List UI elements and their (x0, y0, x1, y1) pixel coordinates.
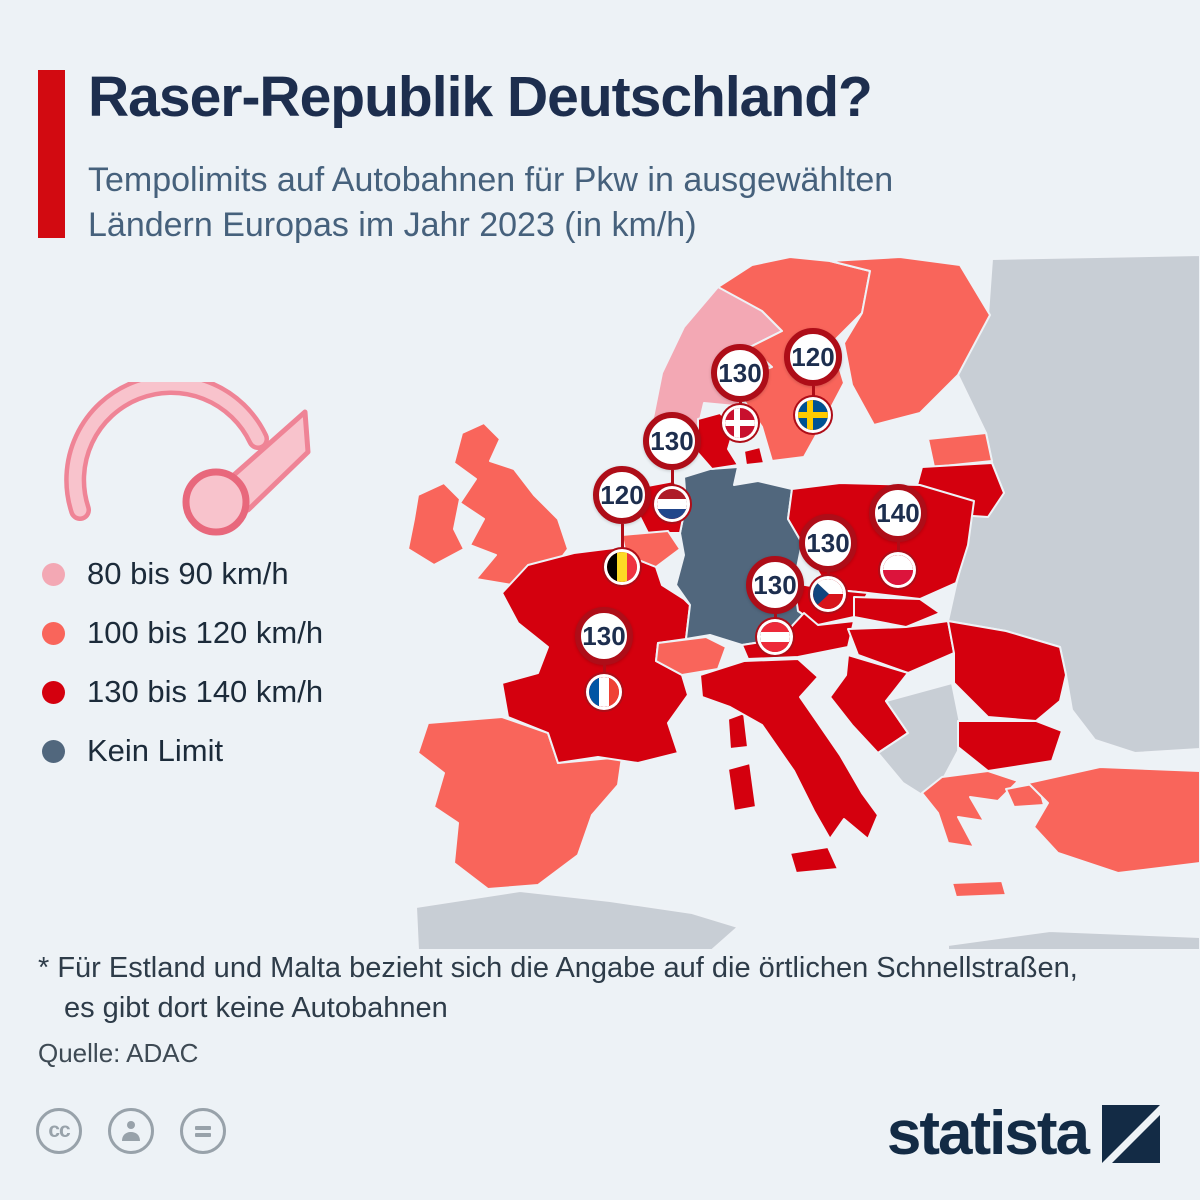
czechia-flag-icon (813, 579, 843, 609)
legend-item-130-140: 130 bis 140 km/h (42, 674, 323, 710)
speed-badge-netherlands: 130 (643, 412, 701, 519)
legend-dot-pink (42, 562, 65, 586)
map-region-north-africa-east (947, 930, 1200, 951)
map-region-slovakia (853, 596, 941, 628)
speed-value: 130 (746, 556, 804, 614)
map-region-crete (951, 880, 1007, 898)
badge-connector (670, 470, 674, 489)
netherlands-flag-icon (657, 489, 687, 519)
speed-value: 130 (575, 607, 633, 665)
badge-connector (773, 614, 777, 622)
footnote-line-1: * Für Estland und Malta bezieht sich die… (38, 952, 1078, 984)
poland-flag-icon (883, 555, 913, 585)
legend-label: 100 bis 120 km/h (87, 615, 324, 650)
speed-badge-poland: 140 (869, 484, 927, 585)
speed-value: 140 (869, 484, 927, 542)
sweden-flag-icon (798, 400, 828, 430)
badge-connector (826, 572, 830, 579)
page-subtitle: Tempolimits auf Autobahnen für Pkw in au… (88, 158, 893, 248)
map-region-switzerland (655, 636, 727, 676)
speed-badge-sweden: 120 (784, 328, 842, 430)
badge-connector (811, 386, 815, 400)
europe-map (407, 255, 1200, 951)
map-region-italy (699, 658, 879, 840)
legend: 80 bis 90 km/h 100 bis 120 km/h 130 bis … (42, 556, 323, 792)
attribution-person-icon (108, 1108, 154, 1154)
cc-icon: cc (36, 1108, 82, 1154)
legend-label: 80 bis 90 km/h (87, 556, 289, 591)
map-region-greece (921, 770, 1019, 848)
speed-value: 120 (784, 328, 842, 386)
legend-label: Kein Limit (87, 733, 224, 768)
badge-connector (602, 665, 606, 677)
legend-item-no-limit: Kein Limit (42, 733, 323, 769)
statista-brand: statista (887, 1098, 1160, 1169)
speed-badge-france: 130 (575, 607, 633, 707)
map-region-ireland (407, 482, 465, 566)
map-region-belgium (621, 530, 681, 568)
map-region-north-africa-west (415, 890, 739, 951)
legend-item-100-120: 100 bis 120 km/h (42, 615, 323, 651)
legend-label: 130 bis 140 km/h (87, 674, 324, 709)
cc-icon-label: cc (48, 1119, 70, 1142)
license-icons: cc (36, 1108, 226, 1154)
subtitle-line-2: Ländern Europas im Jahr 2023 (in km/h) (88, 205, 697, 244)
speed-value: 130 (711, 344, 769, 402)
legend-dot-darkred (42, 680, 65, 704)
legend-dot-salmon (42, 621, 65, 645)
badge-connector (896, 542, 900, 555)
map-region-estonia (927, 432, 993, 468)
statista-logo-icon (1102, 1104, 1160, 1163)
title-accent-bar (38, 70, 65, 238)
speed-value: 120 (593, 466, 651, 524)
map-region-sicily (789, 846, 839, 874)
page-title: Raser-Republik Deutschland? (88, 65, 873, 129)
legend-dot-slate (42, 739, 65, 763)
equals-glyph (195, 1126, 211, 1137)
speed-value: 130 (799, 514, 857, 572)
speed-badge-austria: 130 (746, 556, 804, 652)
denmark-flag-icon (725, 408, 755, 438)
footnote-line-2: es gibt dort keine Autobahnen (64, 992, 448, 1025)
speed-badge-denmark: 130 (711, 344, 769, 438)
legend-item-80-90: 80 bis 90 km/h (42, 556, 323, 592)
map-region-romania (947, 620, 1067, 722)
subtitle-line-1: Tempolimits auf Autobahnen für Pkw in au… (88, 161, 894, 199)
speed-badge-czechia: 130 (799, 514, 857, 609)
speed-badge-belgium: 120 (593, 466, 651, 582)
map-region-finland (829, 256, 991, 426)
source-text: Quelle: ADAC (38, 1038, 199, 1068)
speedometer-icon (64, 382, 311, 536)
map-region-bulgaria (957, 720, 1063, 772)
map-region-sardinia (727, 762, 757, 812)
badge-connector (620, 524, 624, 552)
france-flag-icon (589, 677, 619, 707)
speed-value: 130 (643, 412, 701, 470)
austria-flag-icon (760, 622, 790, 652)
map-region-corsica (727, 712, 749, 750)
footnote: * Für Estland und Malta bezieht sich die… (38, 948, 1078, 1028)
map-region-denmark-island (743, 446, 765, 466)
person-glyph (122, 1121, 140, 1141)
equals-icon (180, 1108, 226, 1154)
map-region-turkey (1027, 766, 1200, 874)
statista-wordmark: statista (886, 1099, 1090, 1168)
belgium-flag-icon (607, 552, 637, 582)
badge-connector (738, 402, 742, 408)
